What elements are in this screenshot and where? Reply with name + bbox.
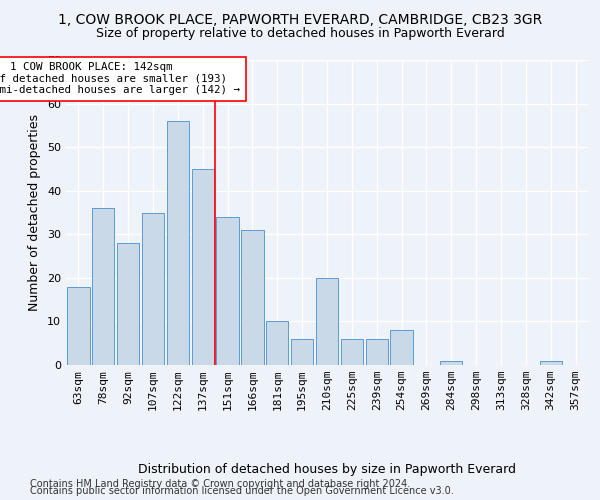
Bar	[117, 243, 139, 365]
Text: 1 COW BROOK PLACE: 142sqm
← 58% of detached houses are smaller (193)
42% of semi: 1 COW BROOK PLACE: 142sqm ← 58% of detac…	[0, 62, 241, 96]
Bar	[142, 212, 164, 365]
Bar	[191, 169, 214, 365]
Bar	[341, 339, 363, 365]
Bar	[440, 360, 463, 365]
Bar	[291, 339, 313, 365]
Text: 1, COW BROOK PLACE, PAPWORTH EVERARD, CAMBRIDGE, CB23 3GR: 1, COW BROOK PLACE, PAPWORTH EVERARD, CA…	[58, 12, 542, 26]
X-axis label: Distribution of detached houses by size in Papworth Everard: Distribution of detached houses by size …	[138, 463, 516, 476]
Bar	[391, 330, 413, 365]
Bar	[67, 286, 89, 365]
Text: Size of property relative to detached houses in Papworth Everard: Size of property relative to detached ho…	[95, 28, 505, 40]
Bar	[217, 217, 239, 365]
Y-axis label: Number of detached properties: Number of detached properties	[28, 114, 41, 311]
Bar	[539, 360, 562, 365]
Text: Contains HM Land Registry data © Crown copyright and database right 2024.: Contains HM Land Registry data © Crown c…	[30, 479, 410, 489]
Bar	[365, 339, 388, 365]
Bar	[92, 208, 115, 365]
Text: Contains public sector information licensed under the Open Government Licence v3: Contains public sector information licen…	[30, 486, 454, 496]
Bar	[266, 322, 289, 365]
Bar	[241, 230, 263, 365]
Bar	[316, 278, 338, 365]
Bar	[167, 121, 189, 365]
